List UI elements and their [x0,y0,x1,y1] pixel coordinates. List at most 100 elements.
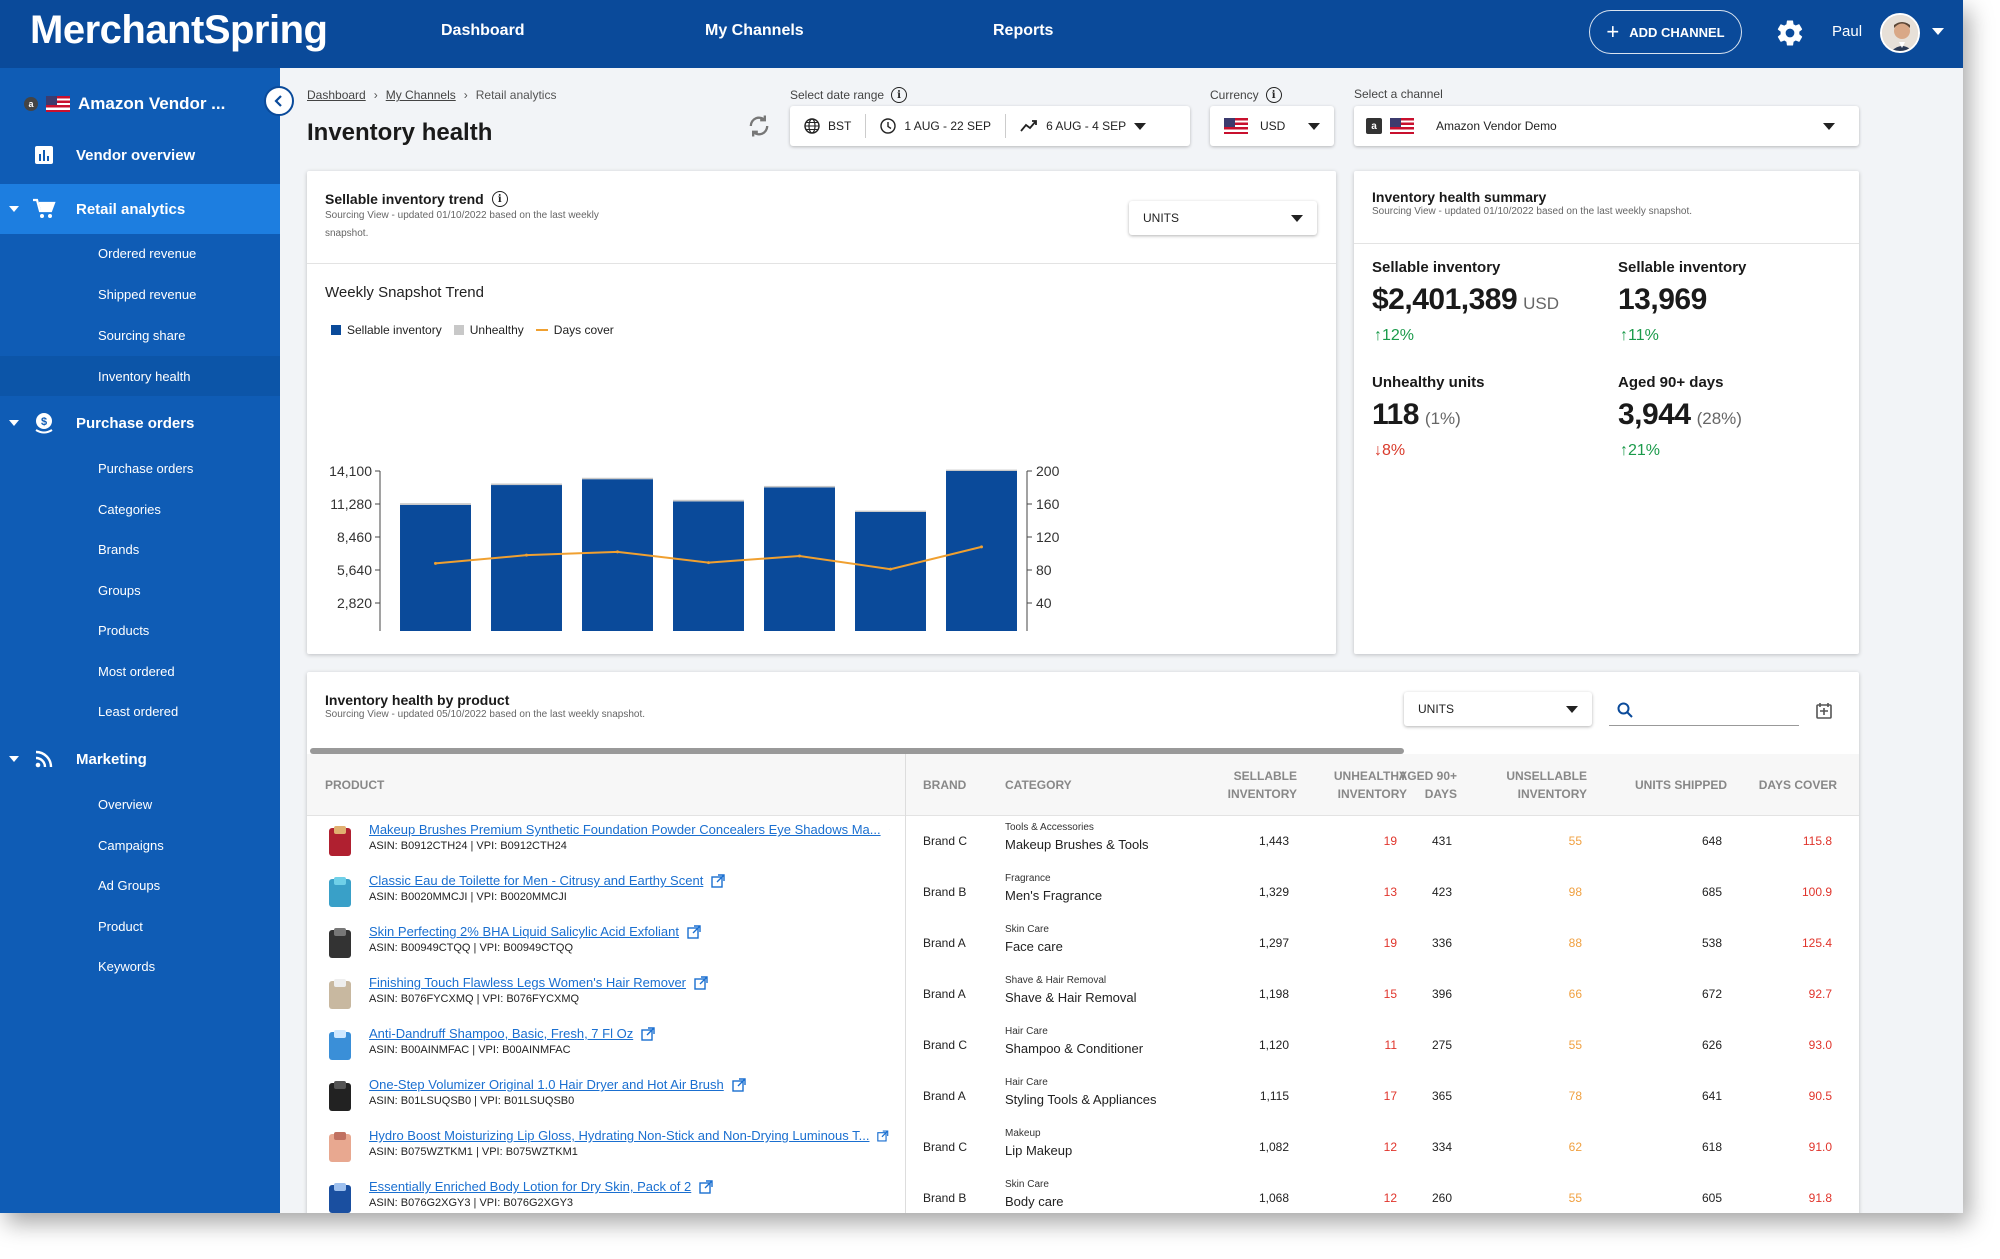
channel-select-label: Select a channel [1354,87,1443,101]
col-sellable[interactable]: SELLABLE INVENTORY [1227,769,1297,801]
legend-item-sellable[interactable]: Sellable inventory [331,323,442,337]
col-product[interactable]: PRODUCT [325,778,385,792]
currency-select[interactable]: USD [1210,106,1334,146]
col-days-cover[interactable]: DAYS COVER [1758,778,1837,792]
sidebar-item-ordered-revenue[interactable]: Ordered revenue [98,245,197,261]
breadcrumb-my-channels[interactable]: My Channels [385,88,456,102]
user-name[interactable]: Paul [1832,23,1863,40]
product-thumbnail[interactable] [325,1130,355,1166]
sidebar-item-keywords[interactable]: Keywords [98,958,156,974]
product-thumbnail[interactable] [325,1028,355,1064]
col-category[interactable]: CATEGORY [1005,778,1072,792]
table-row[interactable]: Classic Eau de Toilette for Men - Citrus… [307,867,1859,918]
horizontal-scrollbar[interactable] [310,748,1404,754]
legend-item-unhealthy[interactable]: Unhealthy [453,323,524,337]
chevron-down-icon [9,206,19,212]
trend-units-dropdown[interactable]: UNITS [1129,201,1317,235]
external-link-icon[interactable] [732,1077,746,1092]
summary-header: Inventory health summary Sourcing View -… [1372,189,1692,218]
nav-my-channels[interactable]: My Channels [705,22,804,39]
external-link-icon[interactable] [641,1026,655,1041]
sidebar-item-purchase-orders-section[interactable]: $ Purchase orders [0,398,280,448]
table-search[interactable] [1609,694,1799,726]
sidebar-item-shipped-revenue[interactable]: Shipped revenue [98,286,197,302]
sidebar-item-sourcing-share[interactable]: Sourcing share [98,327,186,343]
product-thumbnail[interactable] [325,824,355,860]
sidebar-item-marketing-overview[interactable]: Overview [98,796,153,812]
sidebar-item-least-ordered[interactable]: Least ordered [98,703,179,719]
col-aged[interactable]: AGED 90+ DAYS [1398,769,1457,801]
product-link[interactable]: Skin Perfecting 2% BHA Liquid Salicylic … [369,924,679,939]
col-unsellable[interactable]: UNSELLABLE INVENTORY [1506,769,1587,801]
sidebar-item-product[interactable]: Product [98,918,143,934]
product-thumbnail[interactable] [325,1181,355,1213]
metric-unit: USD [1523,294,1560,313]
sidebar-item-marketing[interactable]: Marketing [0,734,280,784]
sidebar-item-products[interactable]: Products [98,622,150,638]
refresh-icon[interactable] [745,112,773,140]
sidebar-item-ad-groups[interactable]: Ad Groups [98,877,161,893]
y-tick-label-left: 2,820 [337,595,372,611]
col-units-shipped[interactable]: UNITS SHIPPED [1634,778,1727,792]
add-channel-button[interactable]: + ADD CHANNEL [1589,10,1742,54]
avatar[interactable] [1880,13,1920,53]
product-link[interactable]: Makeup Brushes Premium Synthetic Foundat… [369,822,881,837]
product-thumbnail[interactable] [325,977,355,1013]
external-link-icon[interactable] [687,924,701,939]
col-brand[interactable]: BRAND [923,778,967,792]
sidebar-collapse-button[interactable] [264,86,294,116]
legend-item-days-cover[interactable]: Days cover [535,323,614,337]
external-link-icon[interactable] [694,975,708,990]
table-row[interactable]: Anti-Dandruff Shampoo, Basic, Fresh, 7 F… [307,1020,1859,1071]
sidebar-item-categories[interactable]: Categories [98,501,161,517]
table-row[interactable]: Skin Perfecting 2% BHA Liquid Salicylic … [307,918,1859,969]
external-link-icon[interactable] [699,1179,713,1194]
table-row[interactable]: One-Step Volumizer Original 1.0 Hair Dry… [307,1071,1859,1122]
sidebar-item-brands[interactable]: Brands [98,541,140,557]
gear-icon[interactable] [1775,18,1805,48]
export-icon[interactable] [1815,702,1833,720]
product-link[interactable]: One-Step Volumizer Original 1.0 Hair Dry… [369,1077,724,1092]
info-icon[interactable]: i [1265,87,1282,103]
table-units-dropdown[interactable]: UNITS [1404,692,1592,726]
timezone-selector[interactable]: BST [790,114,865,138]
table-row[interactable]: Finishing Touch Flawless Legs Women's Ha… [307,969,1859,1020]
date-range-picker[interactable]: BST 1 AUG - 22 SEP 6 AUG - 4 SEP [790,106,1190,146]
product-thumbnail[interactable] [325,926,355,962]
product-thumbnail[interactable] [325,1079,355,1115]
sidebar-item-vendor-overview[interactable]: Vendor overview [0,130,280,180]
metric-value: 118 [1372,398,1419,431]
logo[interactable]: MerchantSpring [30,8,328,52]
compare-range-selector[interactable]: 6 AUG - 4 SEP [1005,114,1160,138]
product-link[interactable]: Anti-Dandruff Shampoo, Basic, Fresh, 7 F… [369,1026,634,1041]
info-icon[interactable]: i [891,87,908,103]
sidebar-channel[interactable]: a Amazon Vendor ... [24,94,225,114]
external-link-icon[interactable] [877,1129,889,1143]
info-icon[interactable]: i [491,191,508,207]
channel-select[interactable]: a Amazon Vendor Demo [1354,106,1859,146]
sidebar-item-retail-analytics[interactable]: Retail analytics [0,184,280,234]
sidebar-item-campaigns[interactable]: Campaigns [98,837,164,853]
external-link-icon[interactable] [711,873,726,888]
product-link[interactable]: Hydro Boost Moisturizing Lip Gloss, Hydr… [369,1128,870,1143]
nav-reports[interactable]: Reports [993,22,1054,39]
product-link[interactable]: Essentially Enriched Body Lotion for Dry… [369,1179,692,1194]
table-row[interactable]: Makeup Brushes Premium Synthetic Foundat… [307,816,1859,867]
product-link[interactable]: Finishing Touch Flawless Legs Women's Ha… [369,975,687,990]
sidebar-item-inventory-health[interactable]: Inventory health [0,356,280,396]
chevron-down-icon[interactable] [1932,28,1944,35]
nav-dashboard[interactable]: Dashboard [441,22,525,39]
table-row[interactable]: Essentially Enriched Body Lotion for Dry… [307,1173,1859,1213]
unsellable-cell: 78 [1568,1089,1582,1103]
sidebar-item-purchase-orders[interactable]: Purchase orders [98,460,194,476]
category-parent: Fragrance [1005,873,1051,884]
search-input[interactable] [1641,702,1791,717]
product-link[interactable]: Classic Eau de Toilette for Men - Citrus… [369,873,704,888]
breadcrumb-dashboard[interactable]: Dashboard [307,88,366,102]
sidebar-item-most-ordered[interactable]: Most ordered [98,663,175,679]
table-row[interactable]: Hydro Boost Moisturizing Lip Gloss, Hydr… [307,1122,1859,1173]
col-unhealthy[interactable]: UNHEALTHY INVENTORY [1333,769,1407,801]
date-range-selector[interactable]: 1 AUG - 22 SEP [865,114,1005,138]
product-thumbnail[interactable] [325,875,355,911]
sidebar-item-groups[interactable]: Groups [98,582,141,598]
